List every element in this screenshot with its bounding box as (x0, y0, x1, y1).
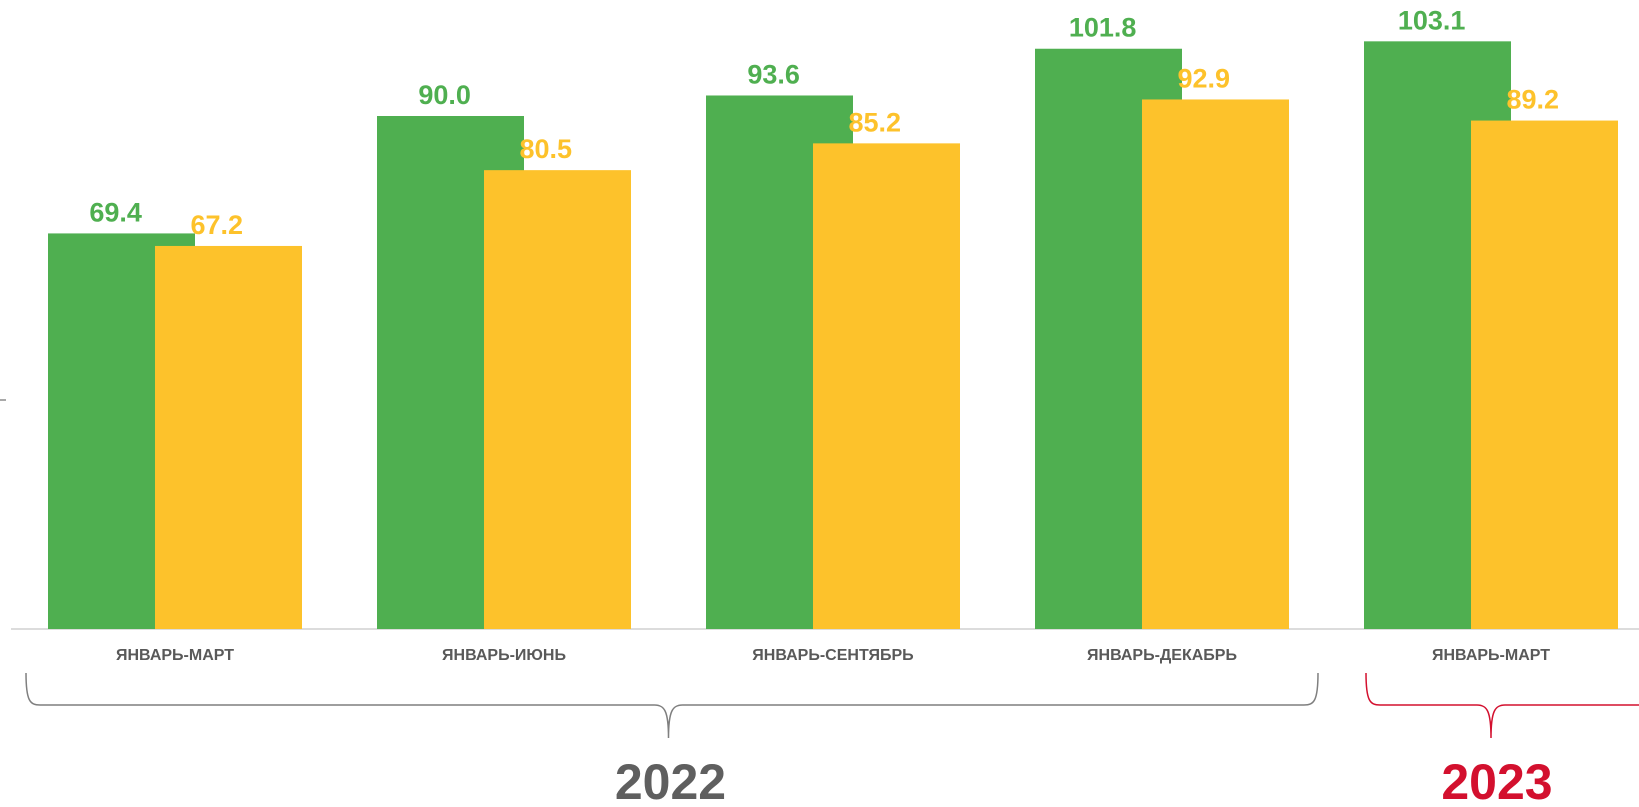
value-label-series2-3: 85.2 (848, 107, 901, 137)
bar-series2-1 (155, 245, 302, 629)
bar-series2-3 (813, 143, 960, 630)
value-label-series2-1: 67.2 (190, 210, 243, 240)
year-groups-layer: 2022 2023 (25, 672, 1639, 807)
year-bracket-2023 (1365, 672, 1639, 739)
category-label-5: ЯНВАРЬ-МАРТ (1432, 647, 1550, 664)
category-labels-layer: ЯНВАРЬ-МАРТ ЯНВАРЬ-ИЮНЬ ЯНВАРЬ-СЕНТЯБРЬ ЯНВ… (116, 647, 1550, 664)
category-label-1: ЯНВАРЬ-МАРТ (116, 647, 234, 664)
year-label-2022: 2022 (615, 754, 726, 802)
value-label-series1-1: 69.4 (89, 197, 142, 227)
value-label-series2-5: 89.2 (1506, 85, 1559, 115)
value-label-series1-2: 90.0 (418, 80, 471, 110)
value-label-series1-5: 103.1 (1398, 5, 1466, 35)
value-labels-layer: 69.4 67.2 90.0 80.5 93.6 85.2 101.8 92.9 103.1 89… (89, 5, 1559, 240)
value-label-series1-4: 101.8 (1069, 13, 1137, 43)
value-label-series2-4: 92.9 (1177, 63, 1230, 93)
bars-layer (48, 41, 1618, 630)
category-label-2: ЯНВАРЬ-ИЮНЬ (442, 647, 566, 664)
value-label-series1-3: 93.6 (747, 59, 800, 89)
value-label-series2-2: 80.5 (519, 134, 572, 164)
year-bracket-2022 (25, 672, 1319, 739)
category-label-3: ЯНВАРЬ-СЕНТЯБРЬ (752, 647, 913, 664)
year-label-2023: 2023 (1441, 754, 1552, 802)
bar-series2-2 (484, 170, 631, 629)
bar-series2-4 (1142, 99, 1289, 630)
bar-series2-5 (1471, 120, 1618, 629)
category-label-4: ЯНВАРЬ-ДЕКАБРЬ (1087, 647, 1237, 664)
